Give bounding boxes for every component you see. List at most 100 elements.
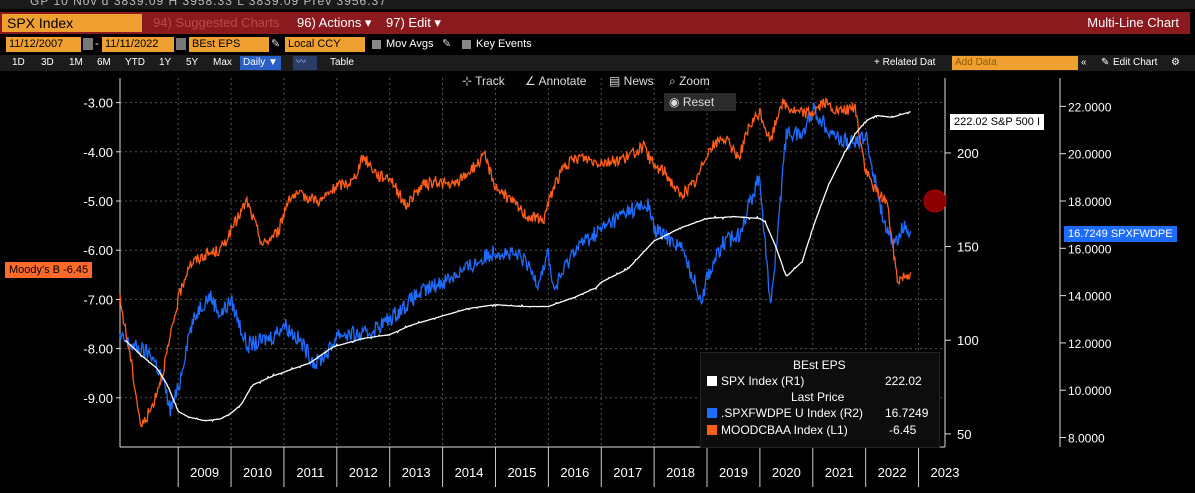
- track-label: Track: [475, 74, 505, 88]
- period-1y[interactable]: 1Y: [159, 57, 172, 68]
- end-date-field[interactable]: 11/11/2022: [102, 37, 174, 52]
- ticker-strip-text: GP 10 Nov d 3839.09 H 3958.33 L 3839.09 …: [30, 0, 387, 8]
- collapse-icon[interactable]: «: [1081, 57, 1087, 68]
- chart-kind-label: Multi-Line Chart: [1087, 15, 1179, 30]
- right2-tick-label: 12.0000: [1068, 337, 1112, 351]
- table-view-button[interactable]: Table: [330, 57, 354, 68]
- left-tick-label: -9.00: [83, 391, 113, 406]
- legend-spx-value: 222.02: [885, 374, 922, 388]
- right1-tick-label: 50: [957, 427, 971, 442]
- x-tick-label: 2016: [560, 465, 589, 480]
- x-tick-label: 2013: [402, 465, 431, 480]
- series-line--spxfwdpe-u-index: [119, 102, 912, 417]
- series-line-moodcbaa-index: [119, 97, 912, 428]
- period-ytd[interactable]: YTD: [125, 57, 145, 68]
- legend-header-last-price: Last Price: [791, 390, 845, 404]
- edit-chart-pencil-icon[interactable]: ✎: [1101, 57, 1110, 68]
- line-style-icon[interactable]: 〰: [293, 56, 317, 70]
- key-events-label[interactable]: Key Events: [476, 38, 532, 50]
- period-6m[interactable]: 6M: [97, 57, 111, 68]
- currency-selector[interactable]: Local CCY: [285, 37, 365, 52]
- annotate-icon: ∠: [525, 74, 539, 88]
- x-tick-label: 2014: [455, 465, 484, 480]
- edit-menu[interactable]: 97) Edit ▾: [386, 15, 441, 30]
- mov-avgs-label[interactable]: Mov Avgs: [386, 38, 434, 50]
- zoom-button[interactable]: ⌕ Zoom: [664, 72, 715, 90]
- left-tick-label: -4.00: [83, 145, 113, 160]
- period-1d[interactable]: 1D: [12, 57, 25, 68]
- reset-label: Reset: [682, 95, 715, 109]
- right1-tick-label: 150: [957, 240, 979, 255]
- right2-tick-label: 20.0000: [1068, 148, 1112, 162]
- legend-fwdpe-value: 16.7249: [885, 406, 929, 420]
- right2-tick-label: 18.0000: [1068, 195, 1112, 209]
- chart-legend: BEst EPS SPX Index (R1) 222.02 Last Pric…: [700, 352, 940, 448]
- track-button[interactable]: ⊹ Track: [457, 72, 510, 90]
- chart-axes: -3.00 -4.00 -5.00 -6.00 -7.00 -8.00 -9.00 200 15…: [83, 78, 1112, 487]
- event-marker[interactable]: [923, 189, 947, 213]
- suggested-charts-menu[interactable]: 94) Suggested Charts: [153, 15, 280, 30]
- x-tick-label: 2017: [613, 465, 642, 480]
- actions-menu[interactable]: 96) Actions ▾: [297, 15, 372, 30]
- legend-moodcbaa-name: MOODCBAA Index (L1): [721, 423, 848, 437]
- legend-header-eps: BEst EPS: [793, 358, 846, 372]
- moodys-last-value-tag: Moody's B -6.45: [5, 262, 93, 278]
- right2-tick-label: 8.0000: [1068, 432, 1105, 446]
- left-tick-label: -8.00: [83, 342, 113, 357]
- period-max[interactable]: Max: [213, 57, 232, 68]
- start-date-field[interactable]: 11/12/2007: [6, 37, 81, 52]
- end-date-calendar-icon[interactable]: [176, 38, 186, 50]
- right1-tick-label: 200: [957, 146, 979, 161]
- left-tick-label: -5.00: [83, 194, 113, 209]
- x-tick-label: 2011: [296, 465, 324, 480]
- x-tick-label: 2022: [878, 465, 907, 480]
- chart-grid: [120, 78, 945, 447]
- annotate-button[interactable]: ∠ Annotate: [520, 72, 591, 90]
- legend-swatch-moodcbaa: [707, 425, 717, 435]
- reset-button[interactable]: ◉ Reset: [664, 93, 736, 111]
- period-3d[interactable]: 3D: [41, 57, 54, 68]
- x-tick-label: 2023: [931, 465, 960, 480]
- x-tick-label: 2012: [349, 465, 378, 480]
- track-icon: ⊹: [462, 74, 476, 88]
- fwdpe-last-value-tag: 16.7249 SPXFWDPE: [1064, 226, 1177, 242]
- chart-series: [119, 97, 912, 428]
- mov-avgs-checkbox[interactable]: [372, 40, 381, 49]
- period-5y[interactable]: 5Y: [186, 57, 199, 68]
- start-date-calendar-icon[interactable]: [83, 38, 93, 50]
- news-icon: ▤: [609, 74, 624, 88]
- pencil-icon[interactable]: ✎: [271, 38, 281, 50]
- right2-tick-label: 16.0000: [1068, 242, 1112, 256]
- title-bar: [0, 12, 1190, 34]
- right2-tick-label: 10.0000: [1068, 384, 1112, 398]
- right1-tick-label: 100: [957, 333, 979, 348]
- settings-gear-icon[interactable]: ⚙: [1171, 57, 1180, 68]
- mov-avgs-pencil-icon[interactable]: ✎: [442, 38, 452, 50]
- legend-swatch-fwdpe: [707, 408, 717, 418]
- related-data-button[interactable]: + Related Dat: [874, 57, 936, 68]
- key-events-checkbox[interactable]: [462, 40, 471, 49]
- add-data-input[interactable]: Add Data: [952, 56, 1078, 70]
- spx-last-value-tag: 222.02 S&P 500 I: [950, 114, 1045, 130]
- right2-tick-label: 22.0000: [1068, 100, 1112, 114]
- date-dash: -: [95, 38, 99, 50]
- zoom-icon: ⌕: [669, 74, 680, 88]
- field-selector[interactable]: BEst EPS: [189, 37, 269, 52]
- series-line-spx-index: [124, 111, 911, 423]
- news-button[interactable]: ▤ News: [604, 72, 659, 90]
- edit-chart-button[interactable]: Edit Chart: [1113, 57, 1158, 68]
- x-tick-label: 2015: [507, 465, 536, 480]
- security-ticker-field[interactable]: SPX Index: [2, 14, 142, 32]
- left-tick-label: -7.00: [83, 292, 113, 307]
- date-range-bar: 11/12/2007 - 11/11/2022 BEst EPS ✎ Local…: [0, 37, 1195, 53]
- x-tick-label: 2010: [243, 465, 272, 480]
- legend-swatch-spx: [707, 376, 717, 386]
- period-1m[interactable]: 1M: [69, 57, 83, 68]
- frequency-selector[interactable]: Daily ▼: [240, 56, 281, 70]
- x-tick-label: 2021: [825, 465, 854, 480]
- annotate-label: Annotate: [538, 74, 587, 88]
- x-tick-label: 2020: [772, 465, 801, 480]
- x-tick-label: 2019: [719, 465, 748, 480]
- ticker-strip: GP 10 Nov d 3839.09 H 3958.33 L 3839.09 …: [0, 0, 1195, 9]
